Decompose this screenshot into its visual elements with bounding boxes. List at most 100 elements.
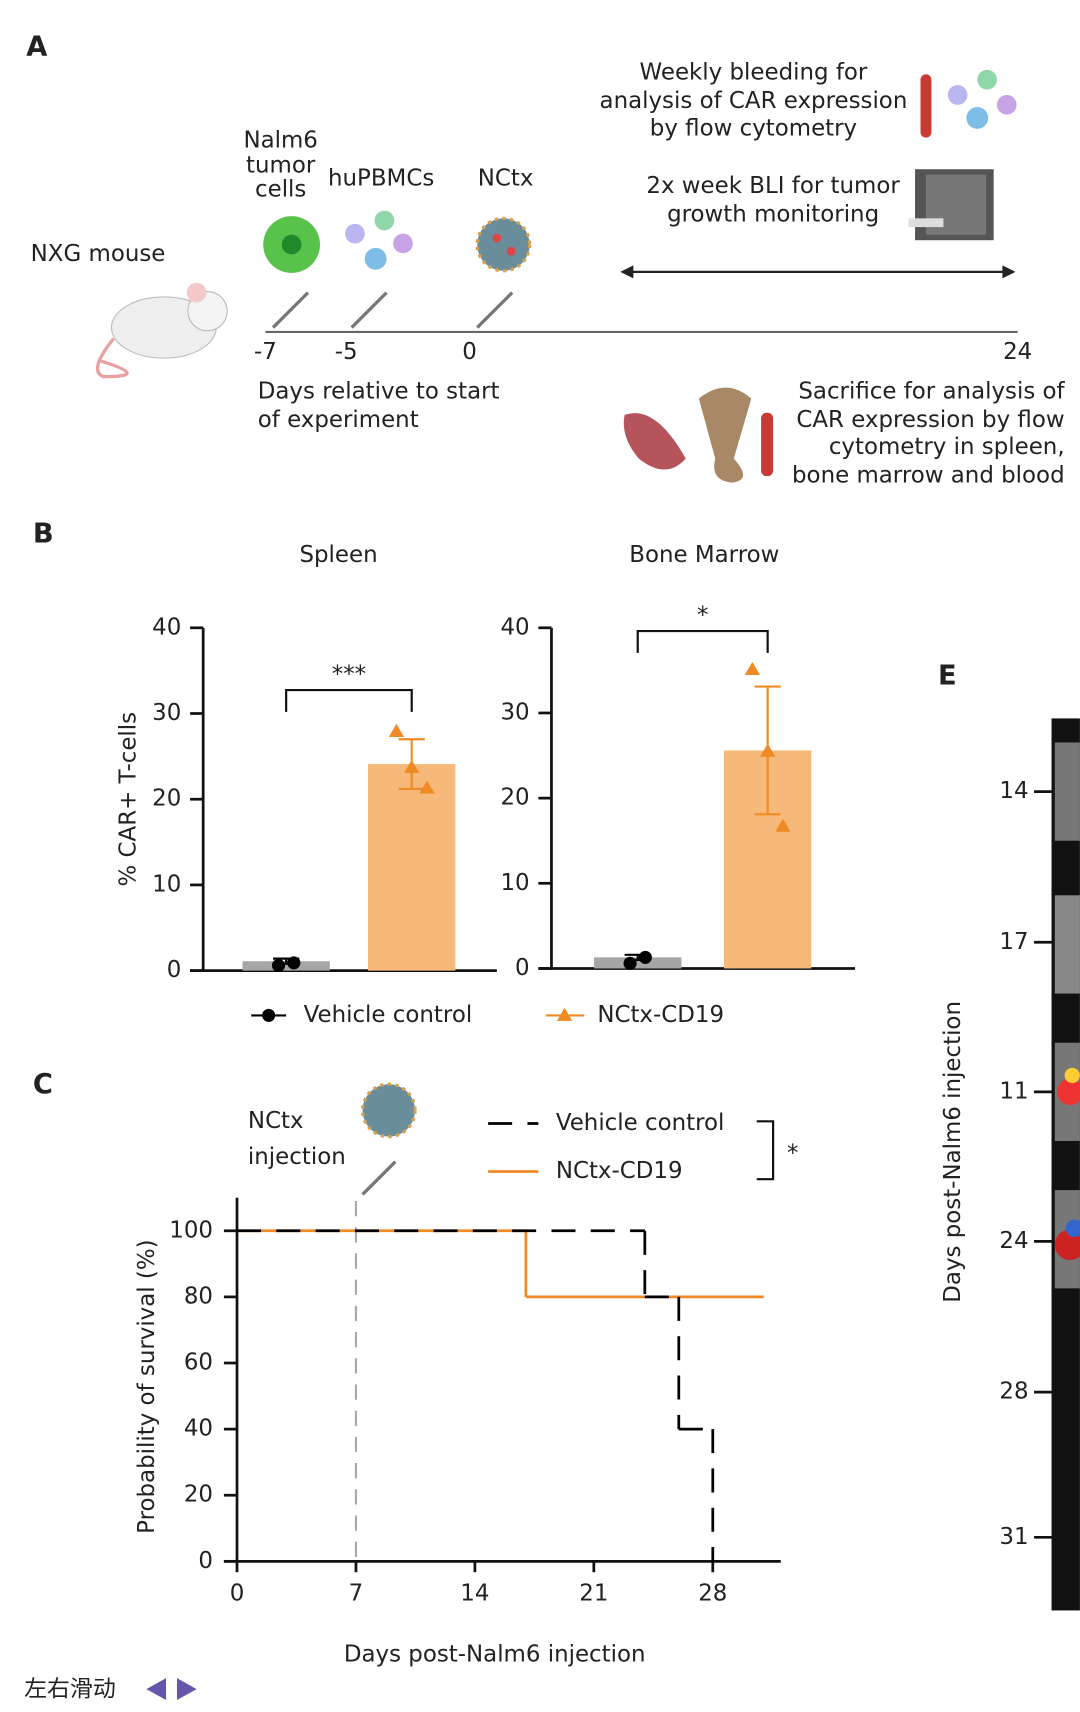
note: by flow cytometry xyxy=(650,115,857,141)
panel-label: B xyxy=(33,519,54,550)
panel-label: C xyxy=(33,1069,53,1100)
pbmc-icon xyxy=(345,210,413,270)
row-label: 24 xyxy=(999,1228,1028,1254)
y-tick-label: 30 xyxy=(152,700,181,726)
nav: 左右滑动 xyxy=(24,1677,197,1703)
data-point xyxy=(775,818,791,832)
step-label: NCtx xyxy=(478,166,534,192)
y-tick-label: 0 xyxy=(515,955,530,981)
y-axis-label: % CAR+ T-cells xyxy=(115,712,141,887)
data-point xyxy=(638,950,652,964)
y-tick-label: 80 xyxy=(184,1283,213,1309)
y-tick-label: 30 xyxy=(500,699,529,725)
timeline-tick: 24 xyxy=(1003,339,1032,365)
significance: * xyxy=(697,602,708,628)
panel-label: E xyxy=(938,660,957,691)
significance-bracket xyxy=(285,688,413,712)
y-tick-label: 20 xyxy=(500,785,529,811)
significance: *** xyxy=(332,661,366,687)
note: bone marrow and blood xyxy=(792,463,1065,489)
bar xyxy=(242,961,330,971)
y-tick-label: 40 xyxy=(184,1416,213,1442)
bli-images xyxy=(1051,718,1080,1611)
annotation: injection xyxy=(248,1144,346,1170)
row-label: 11 xyxy=(999,1078,1028,1104)
legend-label: NCtx-CD19 xyxy=(556,1158,683,1184)
y-tick-label: 0 xyxy=(198,1548,213,1574)
x-tick-label: 7 xyxy=(349,1581,364,1607)
data-point xyxy=(388,723,405,737)
y-tick-label: 0 xyxy=(167,957,182,983)
y-tick-label: 10 xyxy=(500,870,529,896)
y-axis-label: Probability of survival (%) xyxy=(134,1239,160,1533)
bar xyxy=(368,764,456,971)
data-point xyxy=(271,958,286,973)
nav-right[interactable] xyxy=(176,1678,197,1700)
note: growth monitoring xyxy=(667,202,879,228)
mouse-label: NXG mouse xyxy=(31,241,166,267)
step-label: huPBMCs xyxy=(328,166,434,192)
note: CAR expression by flow xyxy=(796,407,1064,433)
y-tick-label: 60 xyxy=(184,1350,213,1376)
organ-icons xyxy=(623,387,774,483)
mouse-icon xyxy=(95,282,228,379)
significance-bracket xyxy=(636,629,769,653)
row-label: 31 xyxy=(999,1524,1028,1550)
data-point xyxy=(419,780,435,794)
nctx-icon xyxy=(475,216,532,273)
timespan-arrow xyxy=(620,265,1016,279)
chart-title: Bone Marrow xyxy=(629,542,779,568)
syringe-icon xyxy=(361,1160,397,1196)
note: analysis of CAR expression xyxy=(600,88,908,114)
note: cytometry in spleen, xyxy=(829,434,1065,460)
tumor-cell-icon xyxy=(281,234,302,255)
y-tick-label: 20 xyxy=(184,1482,213,1508)
timeline-caption: Days relative to start xyxy=(258,378,500,404)
nav-left[interactable] xyxy=(146,1678,167,1700)
note: Weekly bleeding for xyxy=(640,60,868,86)
legend-label: Vehicle control xyxy=(304,1002,473,1028)
y-tick-label: 100 xyxy=(169,1217,213,1243)
data-point xyxy=(404,759,420,773)
legend-marker xyxy=(556,1007,573,1021)
x-tick-label: 0 xyxy=(230,1581,245,1607)
y-tick-label: 20 xyxy=(152,786,181,812)
row-label: 17 xyxy=(999,929,1028,955)
data-point xyxy=(760,743,776,757)
row-label: 28 xyxy=(999,1379,1028,1405)
y-tick-label: 40 xyxy=(500,614,529,640)
significance: * xyxy=(787,1141,798,1167)
schematic: NXG mouse Nalm6 tumor cells huPBMCs NCtx… xyxy=(31,60,1066,489)
annotation: NCtx xyxy=(248,1108,304,1134)
timeline-tick: 0 xyxy=(462,339,477,365)
step-label: Nalm6 xyxy=(243,127,317,153)
note: Sacrifice for analysis of xyxy=(798,378,1065,404)
significance-bracket xyxy=(756,1120,775,1181)
panel-label: A xyxy=(26,32,47,63)
chart-title: Spleen xyxy=(299,542,377,568)
nav-text: 左右滑动 xyxy=(24,1677,116,1703)
timeline-tick: -5 xyxy=(335,339,358,365)
x-tick-label: 28 xyxy=(698,1581,727,1607)
legend-label: Vehicle control xyxy=(556,1110,725,1136)
nctx-icon xyxy=(360,1082,417,1139)
blood-tube-icon xyxy=(920,74,932,138)
cells-icon xyxy=(947,69,1017,129)
data-point xyxy=(623,956,637,970)
step-label: tumor xyxy=(246,152,316,178)
y-axis-label: Days post-Nalm6 injection xyxy=(940,1001,966,1303)
x-axis-label: Days post-Nalm6 injection xyxy=(344,1642,646,1668)
x-tick-label: 21 xyxy=(579,1581,608,1607)
syringe-icon xyxy=(271,291,514,329)
step-label: cells xyxy=(255,176,306,202)
data-point xyxy=(744,661,761,675)
row-label: 14 xyxy=(999,778,1028,804)
y-tick-label: 40 xyxy=(152,614,181,640)
bar xyxy=(594,957,682,969)
bli-machine-icon xyxy=(908,169,994,241)
x-tick-label: 14 xyxy=(460,1581,489,1607)
y-tick-label: 10 xyxy=(152,871,181,897)
